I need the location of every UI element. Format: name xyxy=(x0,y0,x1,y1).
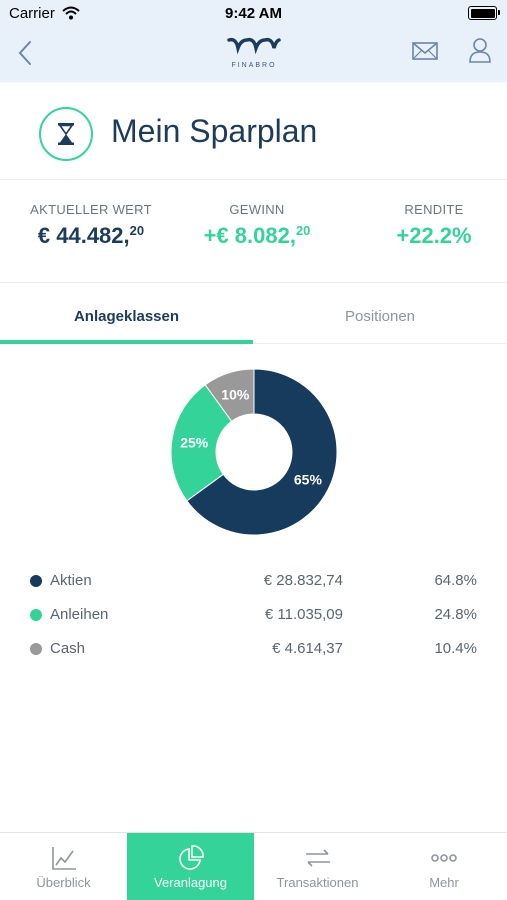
stat-gain: GEWINN +€ 8.082,20 xyxy=(197,202,317,249)
status-time: 9:42 AM xyxy=(225,5,282,22)
legend-dot xyxy=(30,609,42,621)
donut-label-anleihen: 25% xyxy=(180,435,209,451)
tabbar-label: Überblick xyxy=(36,875,91,890)
tabbar-item-ueberblick[interactable]: Überblick xyxy=(0,833,127,900)
summary-stats: AKTUELLER WERT € 44.482,20 GEWINN +€ 8.0… xyxy=(0,181,507,283)
legend-row-cash: Cash € 4.614,37 10.4% xyxy=(0,633,507,667)
tab-positionen[interactable]: Positionen xyxy=(344,308,416,325)
transfer-arrows-icon xyxy=(305,849,330,867)
profile-button[interactable] xyxy=(468,36,492,66)
donut-slice-aktien xyxy=(186,368,338,536)
status-bar: Carrier 9:42 AM xyxy=(0,0,507,28)
donut-slice-cash xyxy=(204,368,255,422)
stat-label: GEWINN xyxy=(229,202,285,217)
chevron-left-icon xyxy=(18,41,31,65)
page-title: Mein Sparplan xyxy=(111,113,318,149)
legend-dot xyxy=(30,575,42,587)
tabbar-item-veranlagung[interactable]: Veranlagung xyxy=(127,833,254,900)
bottom-tab-bar: Überblick Veranlagung Transaktionen Mehr xyxy=(0,832,507,900)
legend-percent: 24.8% xyxy=(434,606,477,623)
carrier-label: Carrier xyxy=(9,5,55,22)
allocation-donut-chart: 65% 25% 10% xyxy=(170,368,338,536)
back-button[interactable] xyxy=(14,38,38,68)
line-chart-icon xyxy=(51,847,76,870)
more-dots-icon xyxy=(431,854,457,862)
stat-label: RENDITE xyxy=(404,202,464,217)
stat-value: +€ 8.082,20 xyxy=(203,223,311,248)
hourglass-icon xyxy=(58,123,74,145)
hourglass-badge xyxy=(39,107,93,161)
donut-label-aktien: 65% xyxy=(294,471,323,487)
stat-value: € 44.482,20 xyxy=(37,223,145,248)
tabbar-label: Mehr xyxy=(429,875,459,890)
legend-amount: € 28.832,74 xyxy=(263,572,343,589)
mail-icon xyxy=(412,42,438,60)
legend-amount: € 4.614,37 xyxy=(272,640,343,657)
legend-name: Cash xyxy=(50,640,86,657)
legend-row-anleihen: Anleihen € 11.035,09 24.8% xyxy=(0,599,507,633)
tabbar-item-mehr[interactable]: Mehr xyxy=(381,833,507,900)
legend-amount: € 11.035,09 xyxy=(264,606,343,623)
user-icon xyxy=(469,38,491,63)
tabbar-label: Transaktionen xyxy=(276,875,359,890)
legend-dot xyxy=(30,643,42,655)
donut-slice-anleihen xyxy=(170,384,233,502)
logo-text: FINABRO xyxy=(231,62,277,69)
tabbar-label: Veranlagung xyxy=(153,875,227,890)
page-header: Mein Sparplan xyxy=(0,82,507,180)
tabbar-item-transaktionen[interactable]: Transaktionen xyxy=(254,833,381,900)
legend-name: Aktien xyxy=(50,572,92,589)
battery-icon xyxy=(468,6,500,20)
stat-value: +22.2% xyxy=(396,223,472,248)
legend-percent: 64.8% xyxy=(434,572,477,589)
wifi-icon xyxy=(62,6,80,25)
legend-name: Anleihen xyxy=(50,606,109,623)
stat-label: AKTUELLER WERT xyxy=(30,202,152,217)
legend-percent: 10.4% xyxy=(434,640,477,657)
segment-tabs: Anlageklassen Positionen xyxy=(0,296,507,344)
logo-mark-icon xyxy=(227,37,281,55)
stat-return: RENDITE +22.2% xyxy=(384,202,484,249)
pie-chart-icon xyxy=(178,845,204,870)
tab-anlageklassen[interactable]: Anlageklassen xyxy=(0,296,253,344)
navigation-bar: FINABRO xyxy=(0,28,507,82)
donut-label-cash: 10% xyxy=(221,386,250,402)
stat-current-value: AKTUELLER WERT € 44.482,20 xyxy=(26,202,156,249)
legend-row-aktien: Aktien € 28.832,74 64.8% xyxy=(0,565,507,599)
finabro-logo: FINABRO xyxy=(226,36,282,76)
mail-button[interactable] xyxy=(411,40,439,64)
